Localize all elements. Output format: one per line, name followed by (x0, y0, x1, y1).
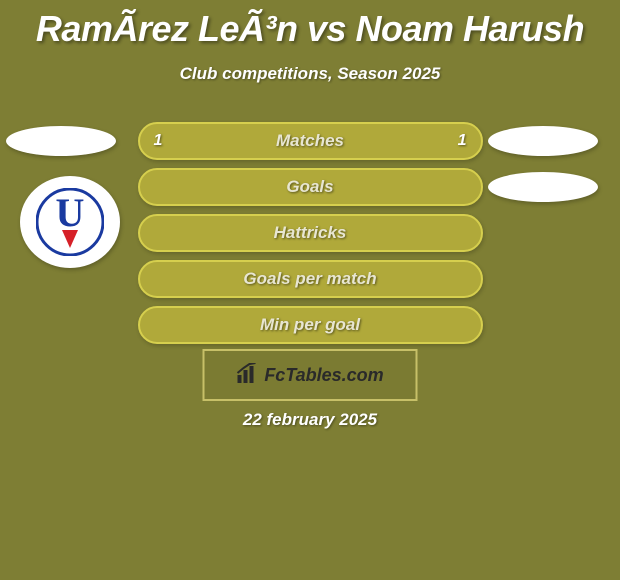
stat-bar: Goals per match (138, 260, 483, 298)
page-subtitle: Club competitions, Season 2025 (0, 64, 620, 84)
stat-label: Hattricks (274, 223, 347, 243)
stat-label: Min per goal (260, 315, 360, 335)
stat-label: Goals (286, 177, 333, 197)
stat-row-min-per-goal: Min per goal (0, 302, 620, 348)
stat-value-left: 1 (154, 132, 163, 150)
stat-bar: Hattricks (138, 214, 483, 252)
club-logo-icon: U (36, 188, 104, 256)
stat-bar: Goals (138, 168, 483, 206)
watermark: FcTables.com (203, 349, 418, 401)
stat-label: Goals per match (243, 269, 376, 289)
watermark-text: FcTables.com (264, 365, 383, 386)
club-badge-left: U (20, 176, 120, 268)
stat-row-goals-per-match: Goals per match (0, 256, 620, 302)
stat-bar: 1 Matches 1 (138, 122, 483, 160)
stat-row-matches: 1 Matches 1 (0, 118, 620, 164)
footer-date: 22 february 2025 (0, 410, 620, 430)
page-title: RamÃ­rez LeÃ³n vs Noam Harush (0, 0, 620, 50)
player-left-indicator (6, 126, 116, 156)
club-letter: U (56, 190, 85, 235)
player-right-indicator (488, 172, 598, 202)
chart-bars-icon (236, 363, 260, 388)
stat-value-right: 1 (458, 132, 467, 150)
stat-bar: Min per goal (138, 306, 483, 344)
player-right-indicator (488, 126, 598, 156)
stat-label: Matches (276, 131, 344, 151)
